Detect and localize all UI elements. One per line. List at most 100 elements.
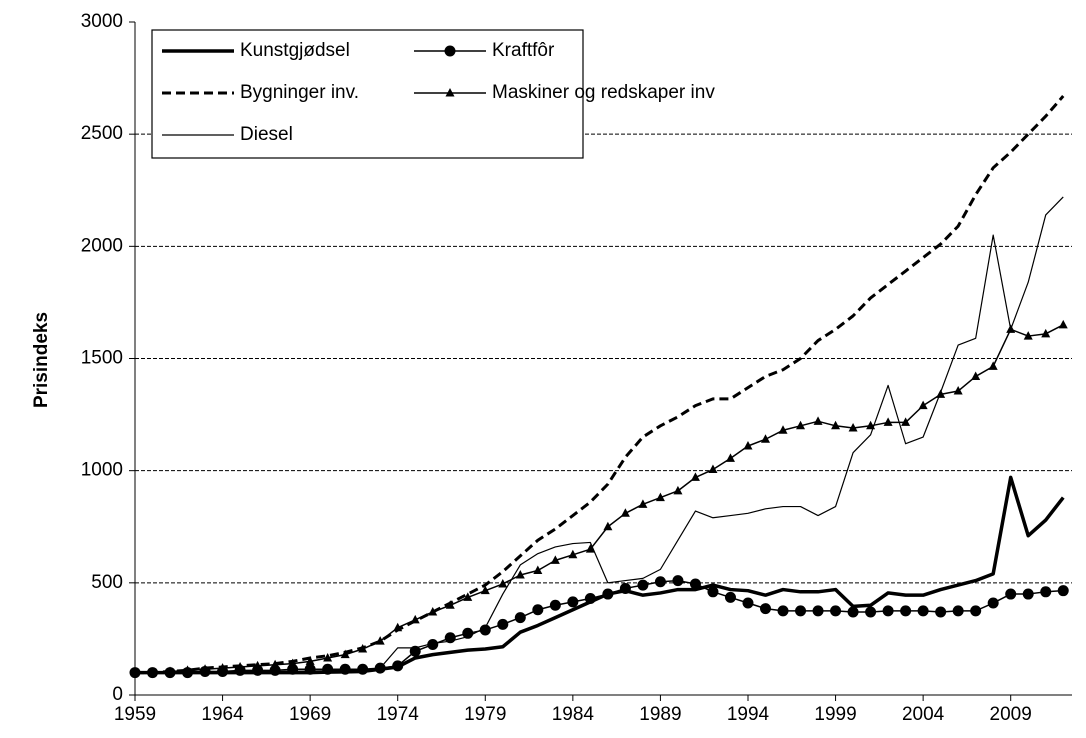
legend-label: Diesel — [240, 124, 293, 145]
point — [742, 597, 754, 609]
point — [339, 663, 351, 675]
point — [743, 440, 753, 450]
point — [550, 555, 560, 564]
point — [760, 603, 772, 615]
point — [673, 485, 683, 495]
point — [480, 585, 490, 595]
point — [830, 605, 842, 617]
point — [901, 417, 911, 426]
x-tick-label: 1979 — [464, 704, 506, 725]
point — [393, 622, 403, 632]
y-tick-label: 2500 — [81, 123, 123, 144]
point — [288, 658, 298, 668]
point — [865, 606, 877, 618]
point — [130, 667, 140, 677]
point — [952, 605, 964, 617]
point — [761, 434, 771, 443]
point — [848, 423, 858, 432]
point — [183, 665, 193, 674]
series-line — [135, 196, 1064, 674]
point — [235, 661, 245, 671]
point — [1023, 331, 1033, 340]
y-tick-label: 500 — [91, 572, 123, 593]
point — [778, 425, 788, 434]
legend-label: Kunstgjødsel — [240, 40, 350, 61]
point — [532, 604, 544, 616]
point — [1058, 319, 1068, 329]
point — [445, 600, 455, 609]
point — [305, 656, 315, 665]
point — [638, 499, 648, 508]
point — [1057, 585, 1069, 597]
point — [462, 627, 474, 639]
point — [953, 386, 963, 395]
point — [427, 639, 439, 651]
point — [690, 472, 700, 481]
point — [568, 549, 578, 559]
legend-label: Kraftfôr — [492, 40, 555, 61]
point — [375, 636, 385, 645]
point — [1022, 588, 1034, 600]
point — [323, 652, 333, 662]
point — [479, 624, 491, 636]
point — [270, 659, 280, 669]
point — [253, 660, 263, 670]
point — [549, 599, 561, 611]
point — [672, 575, 684, 587]
x-tick-label: 1969 — [289, 704, 331, 725]
point — [796, 420, 806, 430]
x-tick-label: 1984 — [552, 704, 595, 725]
point — [392, 660, 404, 672]
point — [463, 592, 473, 601]
x-tick-label: 1994 — [727, 704, 770, 725]
point — [988, 361, 998, 370]
point — [428, 606, 438, 616]
x-tick-label: 1999 — [814, 704, 856, 725]
point — [358, 644, 368, 653]
point — [218, 663, 228, 672]
point — [655, 492, 665, 502]
point — [777, 605, 789, 617]
legend-marker — [444, 45, 456, 57]
point — [533, 565, 543, 574]
point — [322, 663, 334, 675]
point — [918, 400, 928, 410]
x-tick-label: 2004 — [902, 704, 945, 725]
series-line — [135, 324, 1064, 674]
series-line — [135, 475, 1065, 675]
y-tick-label: 3000 — [81, 11, 123, 32]
x-tick-label: 2009 — [990, 704, 1032, 725]
point — [724, 591, 736, 603]
point — [707, 586, 719, 598]
point — [935, 606, 947, 618]
point — [409, 645, 421, 657]
point — [620, 508, 630, 517]
point — [340, 649, 350, 659]
point — [637, 579, 649, 591]
point — [585, 544, 595, 553]
point — [708, 464, 718, 474]
point — [498, 578, 508, 588]
point — [917, 605, 929, 617]
point — [971, 371, 981, 380]
point — [987, 597, 999, 609]
point — [584, 593, 596, 605]
y-tick-label: 2000 — [81, 235, 123, 256]
point — [200, 664, 210, 673]
series-line — [135, 95, 1065, 675]
legend-label: Bygninger inv. — [240, 82, 359, 103]
point — [900, 605, 912, 617]
point — [1041, 328, 1051, 338]
point — [689, 578, 701, 590]
point — [882, 605, 894, 617]
x-tick-label: 1989 — [639, 704, 681, 725]
y-tick-label: 1500 — [81, 348, 123, 369]
point — [602, 588, 614, 600]
x-tick-label: 1964 — [201, 704, 244, 725]
point — [831, 420, 841, 430]
y-axis-label: Prisindeks — [31, 312, 52, 408]
point — [357, 663, 369, 675]
point — [970, 605, 982, 617]
point — [795, 605, 807, 617]
